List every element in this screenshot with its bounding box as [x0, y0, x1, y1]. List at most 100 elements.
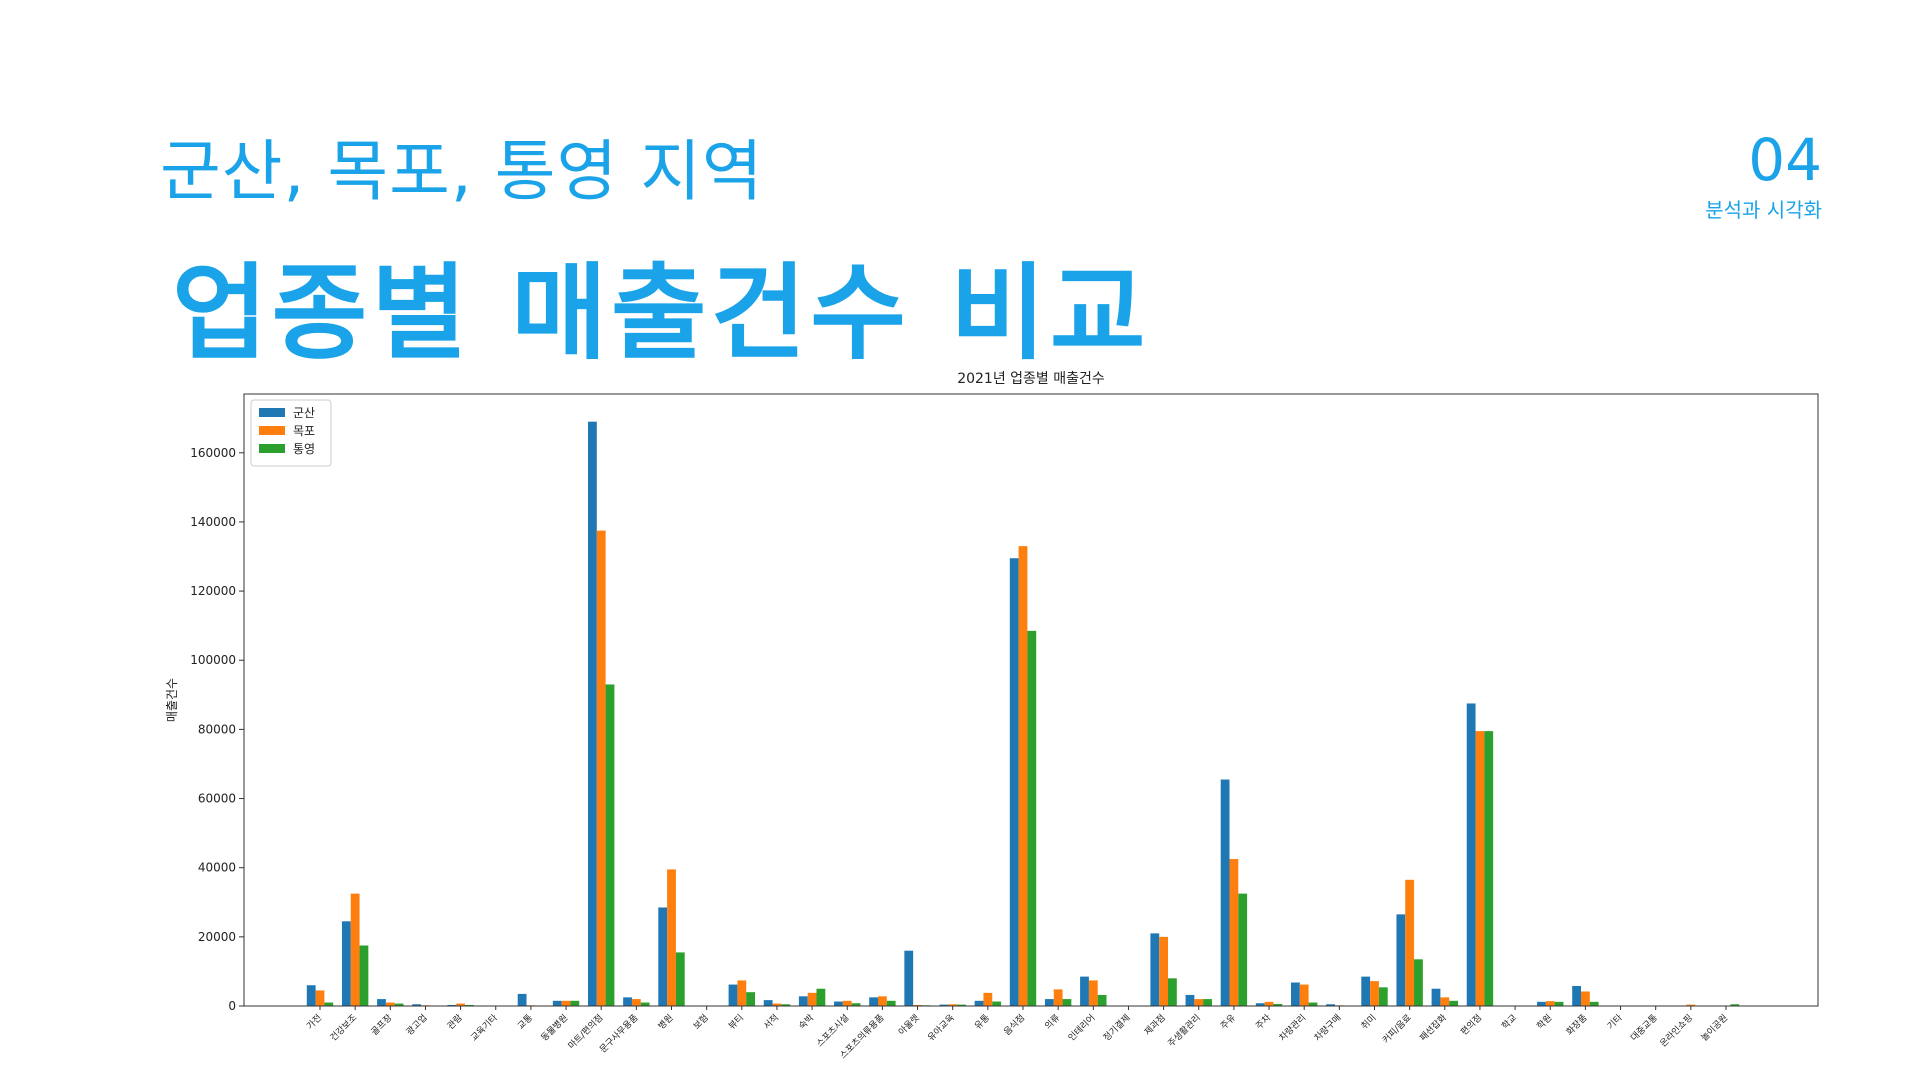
bar-통영-동물병원 — [570, 1000, 580, 1006]
bar-목포-건강보조 — [350, 893, 360, 1006]
x-tick-label: 정기결제 — [1101, 1012, 1132, 1043]
bars-layer — [306, 421, 1740, 1006]
x-tick-label: 교육기타 — [469, 1012, 501, 1044]
bar-통영-골프장 — [394, 1003, 404, 1006]
x-tick-label: 온라인쇼핑 — [1658, 1012, 1695, 1049]
bar-목포-학원 — [1545, 1001, 1555, 1006]
bar-목포-서적 — [772, 1003, 782, 1006]
bar-목포-스포츠시설 — [842, 1000, 852, 1006]
x-tick-label: 관람 — [445, 1012, 465, 1032]
x-tick-label: 놀이공원 — [1699, 1012, 1730, 1043]
bar-군산-패션잡화 — [1431, 988, 1441, 1006]
legend-swatch-목포 — [259, 426, 285, 435]
bar-목포-문구사무용품 — [631, 999, 641, 1006]
bar-통영-패션잡화 — [1449, 1000, 1458, 1006]
bar-군산-서적 — [763, 1000, 773, 1006]
y-tick-label: 160000 — [190, 446, 236, 460]
bar-군산-뷰티 — [728, 984, 738, 1006]
bar-군산-스포츠시설 — [834, 1001, 843, 1006]
bar-통영-건강보조 — [359, 945, 369, 1006]
x-tick-label: 서적 — [761, 1012, 781, 1032]
bar-군산-유통 — [974, 1000, 984, 1006]
y-tick-label: 140000 — [190, 515, 236, 529]
bar-목포-화장품 — [1581, 991, 1590, 1006]
bar-목포-가전 — [315, 990, 325, 1006]
bar-군산-주유 — [1220, 779, 1230, 1006]
x-tick-label: 패션잡화 — [1417, 1012, 1449, 1044]
x-tick-label: 가전 — [305, 1012, 324, 1031]
chart-title: 2021년 업종별 매출건수 — [957, 371, 1105, 387]
y-tick-label: 80000 — [198, 722, 236, 736]
x-tick-label: 차량구매 — [1312, 1012, 1344, 1044]
bar-목포-차량관리 — [1299, 984, 1309, 1006]
bar-통영-스포츠시설 — [851, 1003, 861, 1006]
x-tick-label: 광고업 — [404, 1012, 430, 1038]
x-tick-label: 뷰티 — [726, 1012, 745, 1031]
x-tick-label: 학교 — [1500, 1012, 1519, 1031]
y-tick-label: 20000 — [198, 930, 236, 944]
bar-목포-의류 — [1053, 989, 1063, 1006]
bar-목포-주생활관리 — [1194, 999, 1204, 1006]
bar-목포-패션잡화 — [1440, 997, 1450, 1006]
bar-통영-주유 — [1238, 893, 1248, 1006]
bar-목포-동물병원 — [561, 1000, 571, 1006]
y-axis-label: 매출건수 — [165, 678, 179, 722]
x-tick-label: 커피/음료 — [1380, 1012, 1413, 1045]
x-tick-label: 인테리어 — [1066, 1012, 1097, 1043]
bar-통영-뷰티 — [746, 992, 755, 1006]
bar-군산-관람 — [447, 1004, 457, 1006]
x-tick-label: 기타 — [1605, 1012, 1625, 1032]
slide-subtitle: 군산, 목포, 통영 지역 — [160, 133, 764, 210]
x-tick-label: 스포츠시설 — [814, 1012, 851, 1049]
x-tick-label: 유아교육 — [926, 1012, 957, 1043]
bar-군산-화장품 — [1572, 985, 1581, 1006]
bar-통영-화장품 — [1589, 1001, 1599, 1006]
bar-군산-광고업 — [412, 1004, 422, 1006]
bar-목포-제과점 — [1159, 936, 1168, 1006]
bar-목포-인테리어 — [1088, 980, 1098, 1006]
x-tick-label: 골프장 — [369, 1012, 394, 1037]
slide-title: 업종별 매출건수 비교 — [172, 252, 1150, 374]
bar-통영-커피/음료 — [1414, 959, 1423, 1006]
bar-목포-편의점 — [1475, 731, 1485, 1006]
x-tick-label: 음식점 — [1001, 1012, 1027, 1038]
x-tick-label: 주차 — [1253, 1011, 1274, 1032]
bar-통영-놀이공원 — [1730, 1004, 1740, 1006]
bar-목포-유통 — [983, 992, 993, 1006]
bar-통영-유아교육 — [957, 1004, 966, 1006]
y-tick-label: 100000 — [190, 653, 236, 667]
bar-군산-동물병원 — [552, 1000, 562, 1006]
bar-목포-유아교육 — [948, 1004, 958, 1006]
y-axis: 0 20000 40000 60000 80000 100000 120000 140000 1… — [190, 446, 244, 1013]
x-tick-label: 학원 — [1535, 1012, 1554, 1031]
bar-군산-인테리어 — [1080, 976, 1089, 1006]
bar-통영-문구사무용품 — [640, 1002, 650, 1006]
bar-목포-커피/음료 — [1405, 879, 1415, 1006]
bar-군산-주차 — [1255, 1003, 1265, 1006]
bar-목포-스포츠의류용품 — [878, 996, 887, 1006]
bar-통영-학원 — [1554, 1001, 1564, 1006]
bar-통영-병원 — [675, 952, 685, 1006]
bar-군산-문구사무용품 — [623, 997, 632, 1006]
x-tick-label: 숙박 — [797, 1012, 816, 1031]
y-tick-label: 0 — [228, 999, 236, 1013]
bar-군산-스포츠의류용품 — [869, 997, 878, 1006]
bar-통영-주차 — [1273, 1003, 1283, 1006]
x-tick-label: 편의점 — [1458, 1012, 1484, 1038]
x-tick-label: 주생활관리 — [1165, 1012, 1203, 1050]
bar-군산-가전 — [306, 985, 316, 1006]
y-tick-label: 120000 — [190, 584, 236, 598]
bar-통영-음식점 — [1027, 630, 1037, 1006]
bar-군산-커피/음료 — [1396, 914, 1406, 1006]
bar-군산-아울렛 — [904, 950, 914, 1006]
bar-목포-관람 — [456, 1003, 465, 1006]
legend-label-군산: 군산 — [293, 406, 315, 420]
bar-목포-뷰티 — [737, 980, 747, 1006]
bar-통영-유통 — [992, 1001, 1002, 1006]
bar-통영-주생활관리 — [1203, 999, 1212, 1006]
section-label: 분석과 시각화 — [1705, 198, 1822, 222]
